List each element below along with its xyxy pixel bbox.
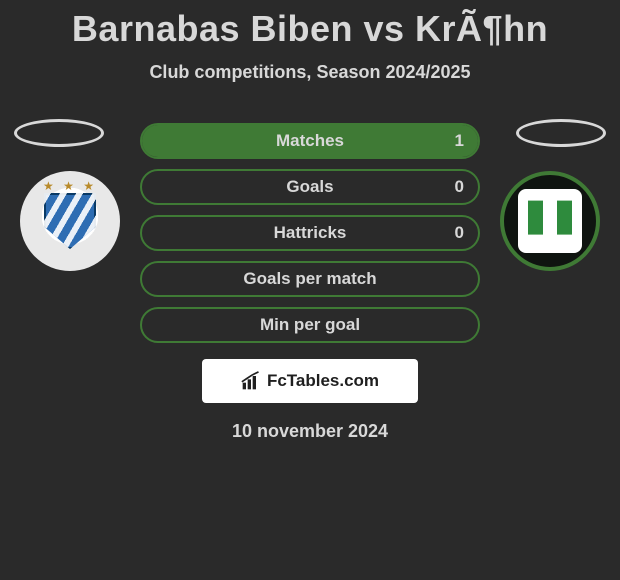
stat-row: Hattricks 0 bbox=[140, 215, 480, 251]
stat-row: Min per goal bbox=[140, 307, 480, 343]
stats-area: ★ ★ ★ Matches 1 Goals 0 Hattricks 0 Goals per … bbox=[0, 123, 620, 343]
date-text: 10 november 2024 bbox=[0, 421, 620, 442]
star-icon: ★ ★ ★ bbox=[20, 179, 120, 193]
stat-value-right: 1 bbox=[455, 131, 464, 151]
stat-label: Min per goal bbox=[260, 315, 360, 335]
crest-right bbox=[500, 171, 600, 271]
brand-text: FcTables.com bbox=[267, 371, 379, 391]
bars-chart-icon bbox=[241, 371, 261, 391]
brand-box[interactable]: FcTables.com bbox=[202, 359, 418, 403]
subtitle: Club competitions, Season 2024/2025 bbox=[0, 62, 620, 83]
page-title: Barnabas Biben vs KrÃ¶hn bbox=[0, 0, 620, 50]
stat-rows: Matches 1 Goals 0 Hattricks 0 Goals per match M… bbox=[140, 123, 480, 343]
stat-label: Hattricks bbox=[274, 223, 347, 243]
ellipse-left bbox=[14, 119, 104, 147]
stat-value-right: 0 bbox=[455, 177, 464, 197]
stat-label: Matches bbox=[276, 131, 344, 151]
stat-value-right: 0 bbox=[455, 223, 464, 243]
stat-row: Matches 1 bbox=[140, 123, 480, 159]
crest-left: ★ ★ ★ bbox=[20, 171, 120, 271]
stat-label: Goals per match bbox=[243, 269, 376, 289]
stat-row: Goals per match bbox=[140, 261, 480, 297]
stat-row: Goals 0 bbox=[140, 169, 480, 205]
ellipse-right bbox=[516, 119, 606, 147]
stat-label: Goals bbox=[286, 177, 333, 197]
